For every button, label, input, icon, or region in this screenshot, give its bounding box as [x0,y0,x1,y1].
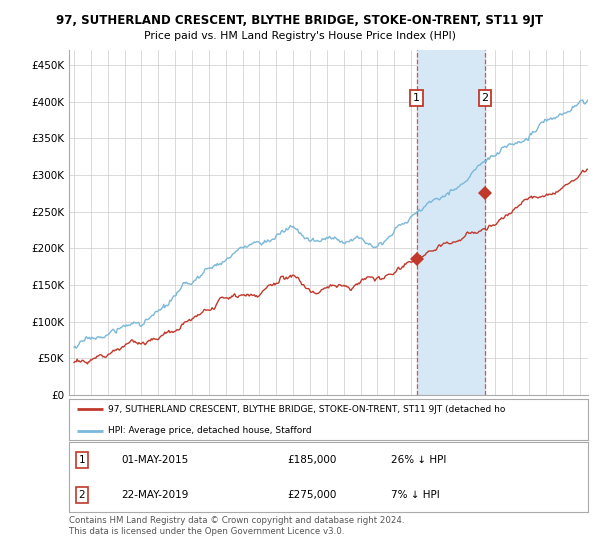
Text: 01-MAY-2015: 01-MAY-2015 [121,455,188,465]
Text: HPI: Average price, detached house, Stafford: HPI: Average price, detached house, Staf… [108,426,311,435]
Text: 97, SUTHERLAND CRESCENT, BLYTHE BRIDGE, STOKE-ON-TRENT, ST11 9JT: 97, SUTHERLAND CRESCENT, BLYTHE BRIDGE, … [56,14,544,27]
Bar [416,50,485,395]
Text: 26% ↓ HPI: 26% ↓ HPI [391,455,446,465]
Text: 1: 1 [79,455,85,465]
Text: 2: 2 [79,490,85,500]
Text: £275,000: £275,000 [287,490,337,500]
Text: £185,000: £185,000 [287,455,337,465]
Text: 7% ↓ HPI: 7% ↓ HPI [391,490,440,500]
Text: 22-MAY-2019: 22-MAY-2019 [121,490,188,500]
Text: 1: 1 [413,93,420,103]
Text: 2: 2 [481,93,488,103]
Text: 97, SUTHERLAND CRESCENT, BLYTHE BRIDGE, STOKE-ON-TRENT, ST11 9JT (detached ho: 97, SUTHERLAND CRESCENT, BLYTHE BRIDGE, … [108,405,505,414]
Text: Contains HM Land Registry data © Crown copyright and database right 2024.
This d: Contains HM Land Registry data © Crown c… [69,516,404,536]
Text: Price paid vs. HM Land Registry's House Price Index (HPI): Price paid vs. HM Land Registry's House … [144,31,456,41]
